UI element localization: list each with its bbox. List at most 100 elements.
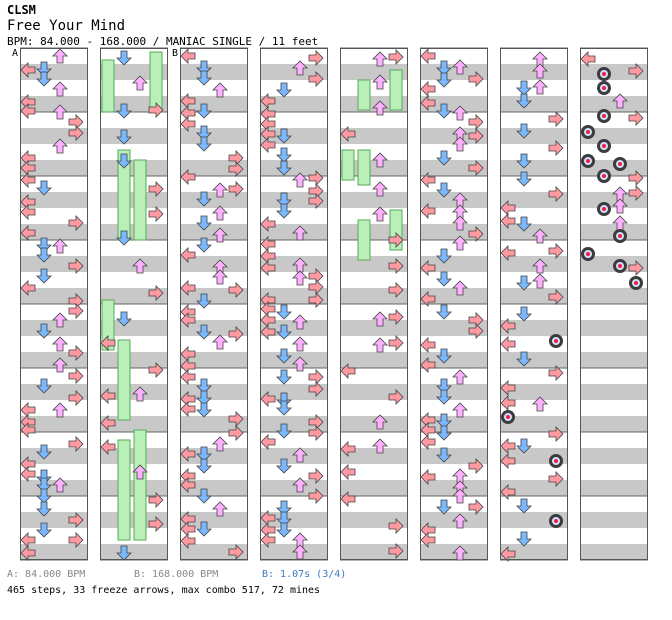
down-arrow: [516, 80, 532, 96]
stripe-dark: [580, 448, 648, 464]
mine: [581, 154, 595, 168]
left-arrow: [180, 446, 196, 462]
mine: [501, 410, 515, 424]
right-arrow: [388, 335, 404, 351]
left-arrow: [420, 357, 436, 373]
stripe-light: [20, 368, 88, 384]
stripe-light: [420, 336, 488, 352]
left-arrow: [500, 213, 516, 229]
stripe-light: [500, 496, 568, 512]
up-arrow: [292, 544, 308, 560]
left-arrow: [260, 216, 276, 232]
left-arrow: [500, 453, 516, 469]
stripe-light: [500, 48, 568, 64]
right-arrow: [388, 282, 404, 298]
stripe-dark: [260, 448, 328, 464]
down-arrow: [276, 304, 292, 320]
down-arrow: [436, 182, 452, 198]
left-arrow: [420, 81, 436, 97]
down-arrow: [276, 500, 292, 516]
up-arrow: [452, 235, 468, 251]
mine: [581, 125, 595, 139]
stripe-dark: [20, 192, 88, 208]
left-arrow: [100, 439, 116, 455]
stripe-light: [20, 240, 88, 256]
mine: [597, 169, 611, 183]
stripe-dark: [260, 480, 328, 496]
stripe-light: [500, 400, 568, 416]
down-arrow: [36, 522, 52, 538]
down-arrow: [36, 378, 52, 394]
stripe-light: [420, 240, 488, 256]
stripe-light: [340, 112, 408, 128]
stripe-light: [260, 112, 328, 128]
stripe-dark: [580, 544, 648, 560]
down-arrow: [516, 351, 532, 367]
up-arrow: [372, 414, 388, 430]
chart-column: [500, 47, 568, 562]
left-arrow: [420, 434, 436, 450]
right-arrow: [148, 181, 164, 197]
stripe-light: [20, 144, 88, 160]
down-arrow: [36, 323, 52, 339]
down-arrow: [436, 413, 452, 429]
stripe-light: [580, 528, 648, 544]
down-arrow: [36, 247, 52, 263]
stripe-light: [340, 144, 408, 160]
stripe-light: [580, 496, 648, 512]
down-arrow: [116, 545, 132, 561]
right-arrow: [388, 49, 404, 65]
down-arrow: [276, 369, 292, 385]
left-arrow: [260, 260, 276, 276]
right-arrow: [388, 258, 404, 274]
down-arrow: [516, 153, 532, 169]
up-arrow: [452, 402, 468, 418]
stripe-dark: [100, 416, 168, 432]
stripe-dark: [340, 448, 408, 464]
right-arrow: [388, 543, 404, 559]
stripe-dark: [580, 320, 648, 336]
stripe-dark: [500, 480, 568, 496]
down-arrow: [196, 446, 212, 462]
up-arrow: [212, 269, 228, 285]
down-arrow: [276, 324, 292, 340]
right-arrow: [308, 50, 324, 66]
stripe-dark: [20, 64, 88, 80]
down-arrow: [436, 499, 452, 515]
stripe-dark: [340, 480, 408, 496]
right-arrow: [548, 140, 564, 156]
stripe-light: [100, 336, 168, 352]
mine: [597, 202, 611, 216]
left-arrow: [180, 169, 196, 185]
chart-column: [260, 47, 328, 561]
stripe-light: [180, 240, 248, 256]
up-arrow: [52, 81, 68, 97]
stripe-dark: [260, 352, 328, 368]
stripe-dark: [260, 512, 328, 528]
left-arrow: [420, 291, 436, 307]
up-arrow: [372, 74, 388, 90]
left-arrow: [420, 48, 436, 64]
mine-core: [554, 459, 558, 463]
mine: [613, 229, 627, 243]
stripe-light: [260, 208, 328, 224]
down-arrow: [276, 522, 292, 538]
up-arrow: [452, 513, 468, 529]
down-arrow: [436, 447, 452, 463]
left-arrow: [20, 545, 36, 561]
stripe-light: [180, 528, 248, 544]
stripe-dark: [260, 96, 328, 112]
mine-core: [586, 159, 590, 163]
stripe-light: [420, 272, 488, 288]
down-arrow: [116, 103, 132, 119]
down-arrow: [196, 458, 212, 474]
stripe-light: [580, 464, 648, 480]
left-arrow: [500, 395, 516, 411]
mine: [597, 139, 611, 153]
right-arrow: [68, 215, 84, 231]
mine-core: [618, 234, 622, 238]
down-arrow: [196, 103, 212, 119]
right-arrow: [308, 292, 324, 308]
stripe-dark: [340, 160, 408, 176]
up-arrow: [212, 334, 228, 350]
